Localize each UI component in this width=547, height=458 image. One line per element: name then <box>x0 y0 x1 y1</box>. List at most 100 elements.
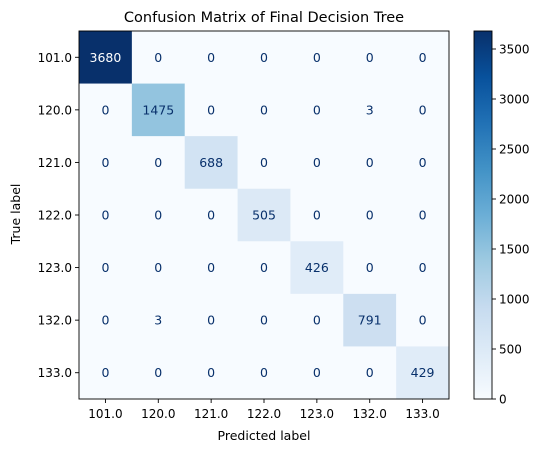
cell-value-label: 1475 <box>142 102 174 117</box>
cell-value-label: 0 <box>366 260 374 275</box>
heatmap-cell <box>396 83 450 137</box>
heatmap-cell <box>131 31 186 84</box>
heatmap-cell <box>396 241 450 295</box>
heatmap-cell <box>290 293 344 347</box>
heatmap-cell <box>184 83 238 137</box>
cell-value-label: 688 <box>199 155 223 170</box>
y-tick-label: 121.0 <box>38 156 72 170</box>
heatmap-cell <box>396 136 450 190</box>
heatmap-cell <box>396 31 450 84</box>
plot-frame <box>78 30 450 400</box>
heatmap-cell <box>184 241 238 295</box>
cell-value-label: 0 <box>101 155 109 170</box>
colorbar <box>473 30 493 400</box>
heatmap-cell <box>237 346 291 400</box>
cell-value-label: 0 <box>154 260 162 275</box>
heatmap-cell <box>79 293 133 347</box>
cell-value-label: 0 <box>260 260 268 275</box>
x-axis-ticks: 101.0 120.0 121.0 122.0 123.0 132.0 133.0 <box>88 399 440 421</box>
heatmap-cell <box>290 188 344 242</box>
x-axis-label: Predicted label <box>218 428 311 443</box>
heatmap-cell <box>343 136 397 190</box>
chart-title: Confusion Matrix of Final Decision Tree <box>124 10 404 26</box>
y-tick-label: 123.0 <box>38 261 72 275</box>
cell-value-label: 0 <box>313 313 321 328</box>
heatmap-cell <box>79 136 133 190</box>
heatmap-cell <box>131 136 186 190</box>
cell-value-label: 0 <box>419 208 427 223</box>
heatmap-cell <box>237 293 291 347</box>
colorbar-tick-label: 0 <box>499 393 507 407</box>
cell-value-label: 426 <box>305 260 329 275</box>
colorbar-tick-label: 500 <box>499 343 522 357</box>
cell-value-label: 791 <box>358 313 382 328</box>
cell-value-label: 0 <box>154 365 162 380</box>
heatmap-cell <box>343 346 397 400</box>
cell-value-label: 0 <box>419 155 427 170</box>
heatmap-cell <box>237 136 291 190</box>
cell-value-label: 0 <box>313 102 321 117</box>
heatmap-cell <box>290 31 344 84</box>
cell-value-label: 0 <box>260 102 268 117</box>
cell-value-label: 0 <box>313 365 321 380</box>
heatmap-cell <box>184 31 238 84</box>
heatmap-cell <box>79 83 133 137</box>
heatmap-cell <box>237 31 291 84</box>
heatmap-cell <box>343 31 397 84</box>
heatmap-cell <box>343 188 397 242</box>
cell-value-label: 0 <box>101 313 109 328</box>
cell-value-label: 3680 <box>90 50 122 65</box>
cell-value-label: 0 <box>313 208 321 223</box>
cell-value-label: 505 <box>252 208 276 223</box>
heatmap-cell <box>237 241 291 295</box>
cell-value-label: 0 <box>260 50 268 65</box>
cell-value-label: 0 <box>207 260 215 275</box>
cell-value-label: 0 <box>207 365 215 380</box>
y-tick-label: 101.0 <box>38 51 72 65</box>
x-tick-label: 120.0 <box>141 407 175 421</box>
x-tick-label: 133.0 <box>405 407 439 421</box>
y-tick-label: 132.0 <box>38 314 72 328</box>
cell-value-label: 0 <box>313 155 321 170</box>
heatmap-cell <box>290 241 344 295</box>
heatmap-cell <box>396 293 450 347</box>
cell-value-label: 0 <box>419 313 427 328</box>
heatmap-cell <box>79 241 133 295</box>
heatmap-cell <box>131 188 186 242</box>
y-axis-label: True label <box>8 184 23 246</box>
cell-value-labels: 3680 0 0 0 0 0 0 0 1475 0 0 0 3 0 0 0 688 0 0 0 0 0 0 0 505 0 0 0 0 0… <box>90 50 435 380</box>
cell-value-label: 0 <box>154 155 162 170</box>
cell-value-label: 0 <box>207 208 215 223</box>
heatmap-cell <box>396 188 450 242</box>
cell-value-label: 0 <box>366 365 374 380</box>
x-tick-label: 101.0 <box>88 407 122 421</box>
cell-value-label: 0 <box>419 260 427 275</box>
heatmap-cell <box>290 136 344 190</box>
heatmap-cell <box>79 346 133 400</box>
heatmap-cell <box>290 346 344 400</box>
cell-value-label: 0 <box>366 155 374 170</box>
cell-value-label: 0 <box>154 50 162 65</box>
cell-value-label: 0 <box>207 50 215 65</box>
colorbar-tick-label: 1500 <box>499 243 530 257</box>
cell-value-label: 0 <box>101 102 109 117</box>
y-tick-label: 120.0 <box>38 103 72 117</box>
colorbar-tick-label: 3500 <box>499 43 530 57</box>
cell-value-label: 0 <box>154 208 162 223</box>
heatmap-cell <box>184 293 238 347</box>
cell-value-label: 0 <box>419 50 427 65</box>
colorbar-tick-label: 2500 <box>499 143 530 157</box>
cell-value-label: 0 <box>260 313 268 328</box>
heatmap-cell <box>343 241 397 295</box>
heatmap-cell <box>343 293 397 347</box>
x-tick-label: 132.0 <box>353 407 387 421</box>
cell-value-label: 3 <box>154 313 162 328</box>
heatmap-cell <box>131 83 186 137</box>
heatmap-cell <box>237 188 291 242</box>
cell-value-label: 0 <box>101 365 109 380</box>
colorbar-ticks: 0 500 1000 1500 2000 2500 3000 3500 <box>492 43 530 407</box>
cell-value-label: 0 <box>207 313 215 328</box>
colorbar-tick-label: 1000 <box>499 293 530 307</box>
heatmap-cell <box>396 346 450 400</box>
